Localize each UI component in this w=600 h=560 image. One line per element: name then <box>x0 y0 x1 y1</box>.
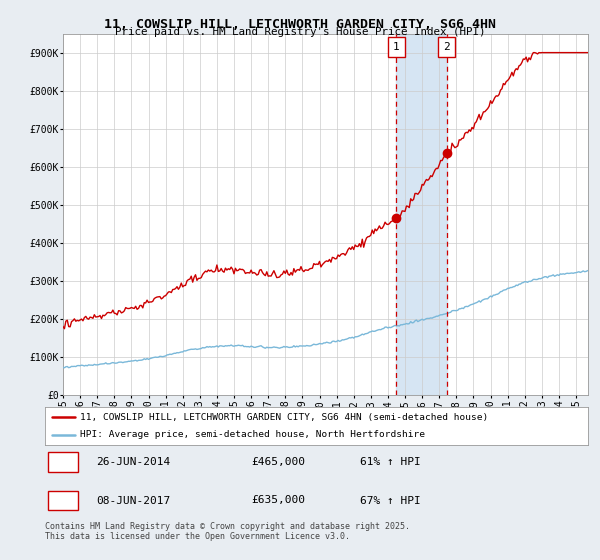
Text: 1: 1 <box>393 42 400 52</box>
Text: 2: 2 <box>59 494 66 507</box>
FancyBboxPatch shape <box>48 491 77 510</box>
FancyBboxPatch shape <box>48 452 77 472</box>
Text: 61% ↑ HPI: 61% ↑ HPI <box>360 457 421 467</box>
Bar <box>396 34 447 395</box>
Text: HPI: Average price, semi-detached house, North Hertfordshire: HPI: Average price, semi-detached house,… <box>80 431 425 440</box>
Text: 67% ↑ HPI: 67% ↑ HPI <box>360 496 421 506</box>
Text: 1: 1 <box>59 455 66 469</box>
FancyBboxPatch shape <box>439 37 455 57</box>
Text: 2: 2 <box>443 42 450 52</box>
Text: 08-JUN-2017: 08-JUN-2017 <box>97 496 171 506</box>
Text: 11, COWSLIP HILL, LETCHWORTH GARDEN CITY, SG6 4HN (semi-detached house): 11, COWSLIP HILL, LETCHWORTH GARDEN CITY… <box>80 413 488 422</box>
Text: Price paid vs. HM Land Registry's House Price Index (HPI): Price paid vs. HM Land Registry's House … <box>115 27 485 37</box>
FancyBboxPatch shape <box>388 37 404 57</box>
Text: 26-JUN-2014: 26-JUN-2014 <box>97 457 171 467</box>
Text: Contains HM Land Registry data © Crown copyright and database right 2025.
This d: Contains HM Land Registry data © Crown c… <box>45 522 410 542</box>
Text: £465,000: £465,000 <box>251 457 305 467</box>
Text: 11, COWSLIP HILL, LETCHWORTH GARDEN CITY, SG6 4HN: 11, COWSLIP HILL, LETCHWORTH GARDEN CITY… <box>104 18 496 31</box>
Text: £635,000: £635,000 <box>251 496 305 506</box>
